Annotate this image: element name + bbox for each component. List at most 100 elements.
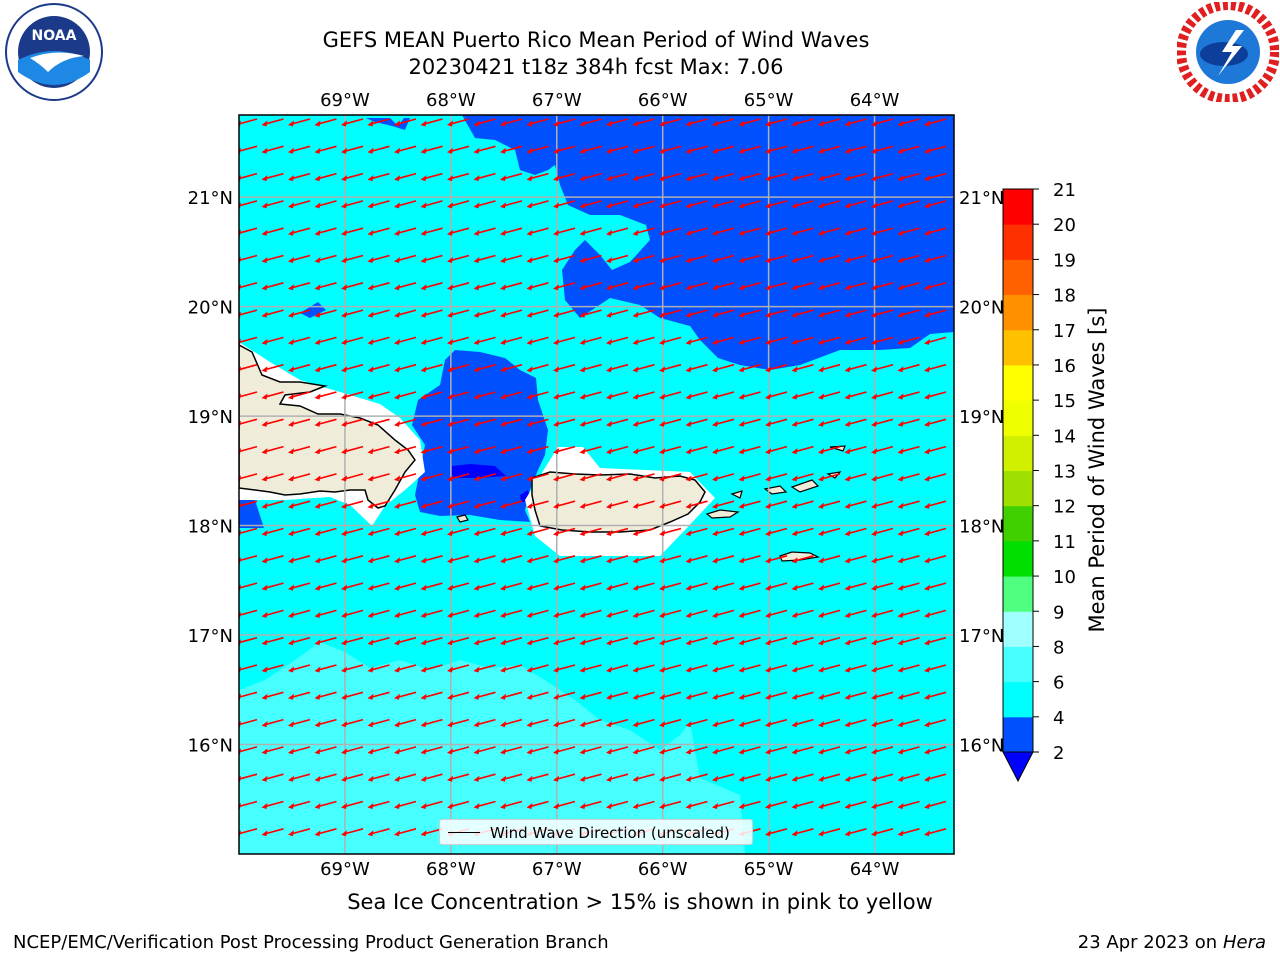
- wind-wave-arrow: [288, 309, 311, 318]
- colorbar-tick-label-14: 19: [1053, 250, 1076, 271]
- wind-wave-arrow: [288, 118, 311, 127]
- wind-wave-arrow: [738, 172, 761, 182]
- wind-wave-arrow: [420, 445, 443, 455]
- colorbar-tick-label-3: 8: [1053, 637, 1064, 658]
- wind-wave-arrow: [394, 254, 417, 263]
- wind-wave-arrow: [632, 800, 655, 809]
- wind-wave-arrow: [367, 500, 390, 509]
- wind-wave-arrow: [420, 145, 443, 154]
- wind-wave-arrow: [765, 200, 788, 209]
- wind-wave-arrow: [871, 828, 894, 837]
- wind-wave-arrow: [394, 800, 417, 809]
- wind-wave-arrow: [314, 200, 337, 209]
- wind-wave-arrow: [261, 363, 284, 373]
- wind-wave-arrow: [685, 418, 708, 427]
- wind-wave-arrow: [394, 500, 417, 509]
- wind-wave-arrow: [791, 527, 814, 536]
- wind-wave-arrow: [420, 636, 443, 646]
- wind-wave-arrow: [791, 118, 814, 127]
- wind-wave-arrow: [924, 200, 947, 209]
- colorbar-segment-6: [1003, 505, 1033, 542]
- wind-wave-arrow: [500, 582, 523, 591]
- wind-wave-arrow: [765, 254, 788, 263]
- wind-wave-arrow: [897, 473, 920, 482]
- colorbar-segment-1: [1003, 681, 1033, 718]
- wind-wave-arrow: [447, 800, 470, 809]
- wind-wave-arrow: [367, 282, 390, 291]
- wind-wave-arrow: [367, 800, 390, 809]
- wind-wave-arrow: [844, 172, 867, 182]
- wind-wave-arrow: [871, 691, 894, 700]
- wind-wave-arrow: [791, 418, 814, 427]
- wind-wave-arrow: [897, 282, 920, 291]
- wind-wave-arrow: [685, 254, 708, 263]
- land-hispaniola: [239, 344, 416, 509]
- wind-wave-arrow: [553, 227, 576, 236]
- wind-wave-arrow: [897, 582, 920, 591]
- wind-wave-arrow: [579, 227, 602, 236]
- wind-wave-arrow: [738, 746, 761, 755]
- wind-wave-arrow: [765, 582, 788, 591]
- colorbar-tick-label-4: 9: [1053, 602, 1064, 623]
- wind-wave-arrow: [791, 800, 814, 809]
- wind-wave-arrow: [606, 418, 629, 427]
- wind-wave-arrow: [500, 500, 523, 509]
- colorbar: 2 4 6 8 9 10 11 12 13 14 15 16 17 18 19 20 21: [1002, 180, 1076, 783]
- colorbar-tick-label-7: 12: [1053, 497, 1076, 518]
- wind-wave-arrow: [632, 664, 655, 673]
- wind-wave-arrow: [897, 718, 920, 728]
- wind-wave-arrow: [500, 746, 523, 755]
- wind-wave-arrow: [553, 145, 576, 154]
- wind-wave-arrow: [818, 527, 841, 536]
- wind-wave-arrow: [394, 363, 417, 373]
- wind-wave-arrow: [712, 254, 735, 263]
- wind-wave-arrow: [314, 800, 337, 809]
- wind-wave-arrow: [844, 609, 867, 618]
- wind-wave-arrow: [526, 145, 549, 154]
- wind-wave-arrow: [871, 555, 894, 564]
- wind-wave-arrow: [897, 636, 920, 646]
- wind-wave-arrow: [871, 145, 894, 154]
- wind-wave-arrow: [314, 473, 337, 482]
- wind-wave-arrow: [685, 363, 708, 373]
- wind-wave-arrow: [420, 664, 443, 673]
- wind-wave-arrow: [261, 527, 284, 536]
- wind-wave-arrow: [526, 718, 549, 728]
- wind-wave-arrow: [341, 555, 364, 564]
- wind-wave-arrow: [685, 282, 708, 291]
- wind-wave-arrow: [579, 691, 602, 700]
- wind-wave-arrow: [606, 773, 629, 782]
- wind-wave-arrow: [447, 445, 470, 455]
- wind-wave-arrow: [341, 363, 364, 373]
- wind-wave-arrow: [818, 746, 841, 755]
- wind-wave-arrow: [844, 500, 867, 509]
- wind-wave-arrow: [314, 282, 337, 291]
- wind-wave-arrow: [818, 555, 841, 564]
- wind-wave-arrow: [526, 664, 549, 673]
- wind-wave-arrow: [765, 527, 788, 536]
- wind-wave-arrow: [341, 172, 364, 182]
- wind-wave-arrow: [261, 773, 284, 782]
- wind-wave-arrow: [553, 363, 576, 373]
- wind-wave-arrow: [473, 473, 496, 482]
- map-frame: [238, 114, 955, 855]
- wind-wave-arrow: [553, 172, 576, 182]
- wind-wave-arrow: [844, 582, 867, 591]
- wind-wave-arrow: [897, 664, 920, 673]
- wind-wave-arrow: [261, 391, 284, 400]
- wind-wave-arrow: [420, 473, 443, 482]
- wind-wave-arrow: [579, 336, 602, 345]
- wind-wave-arrow: [606, 363, 629, 373]
- wind-wave-arrow: [738, 282, 761, 291]
- wind-wave-arrow: [632, 200, 655, 209]
- colorbar-tick-label-0: 2: [1053, 743, 1064, 764]
- wind-wave-arrow: [261, 200, 284, 209]
- wind-wave-arrow: [606, 746, 629, 755]
- wind-wave-arrow: [712, 227, 735, 236]
- wind-wave-arrow: [871, 609, 894, 618]
- wind-wave-arrow: [394, 282, 417, 291]
- wind-wave-arrow: [447, 145, 470, 154]
- wind-wave-arrow: [818, 254, 841, 263]
- wind-wave-arrow: [261, 473, 284, 482]
- wind-wave-arrow: [261, 691, 284, 700]
